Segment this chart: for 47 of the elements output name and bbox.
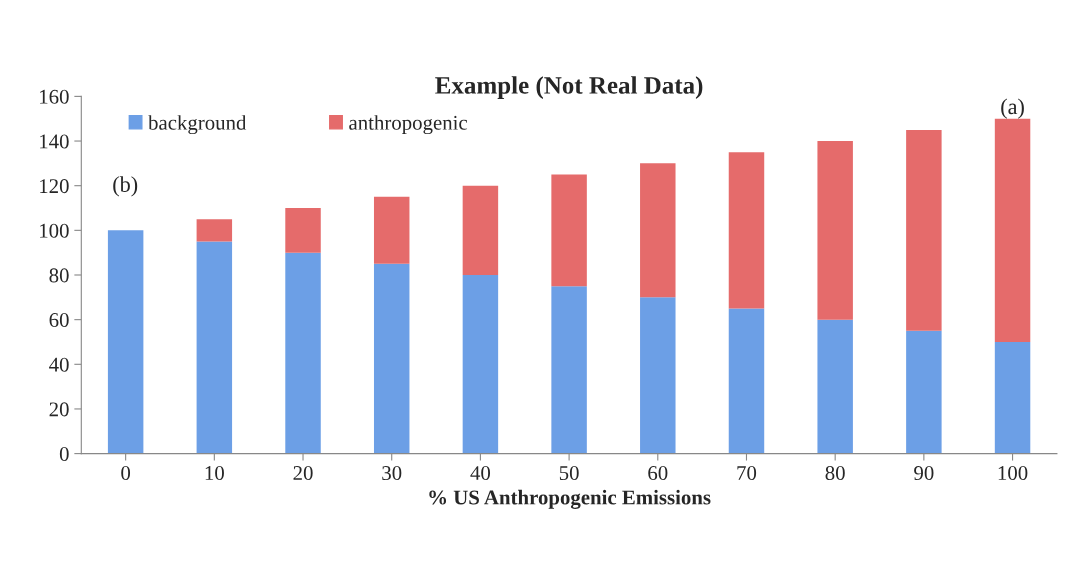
y-tick-label: 160 xyxy=(40,89,69,104)
y-tick-label: 40 xyxy=(49,357,69,372)
x-tick-label: 100 xyxy=(998,466,1028,481)
bar xyxy=(285,208,321,253)
x-tick-label: 60 xyxy=(648,466,668,481)
bar xyxy=(107,230,144,454)
bar xyxy=(906,129,942,331)
x-tick-label: 10 xyxy=(205,466,224,481)
x-tick-label: 30 xyxy=(382,466,402,481)
bar xyxy=(817,141,853,320)
bar xyxy=(462,185,499,275)
y-tick-label: 0 xyxy=(59,446,69,462)
bar xyxy=(728,308,765,454)
y-tick-label: 100 xyxy=(40,223,69,238)
y-tick-label: 80 xyxy=(49,268,69,283)
annotation: (b) xyxy=(113,176,138,197)
y-tick-label: 120 xyxy=(40,179,69,194)
bar xyxy=(373,263,410,454)
y-tick-label: 60 xyxy=(49,313,69,328)
legend-label: anthropogenic xyxy=(349,115,468,135)
chart-title: Example (Not Real Data) xyxy=(435,76,703,99)
x-tick-label: 40 xyxy=(470,466,491,481)
legend-label: background xyxy=(148,115,247,135)
bar xyxy=(551,174,587,287)
annotation: (a) xyxy=(1001,98,1024,119)
bar xyxy=(640,163,676,298)
bar xyxy=(994,118,1031,342)
bar xyxy=(640,297,676,454)
x-tick-label: 20 xyxy=(293,466,313,481)
x-tick-label: 50 xyxy=(559,466,579,481)
x-tick-label: 80 xyxy=(825,466,845,481)
bar xyxy=(551,286,587,454)
x-tick-label: 90 xyxy=(914,466,934,481)
bar xyxy=(196,241,233,454)
x-axis-title: % US Anthropogenic Emissions xyxy=(429,489,711,509)
y-tick-label: 20 xyxy=(49,402,69,417)
bar xyxy=(906,330,942,454)
bar xyxy=(462,275,499,454)
x-tick-label: 0 xyxy=(121,466,131,481)
bar xyxy=(728,152,765,309)
bar xyxy=(196,219,233,242)
y-tick-label: 140 xyxy=(40,134,69,149)
bar xyxy=(373,196,410,264)
bar xyxy=(285,252,321,454)
x-tick-label: 70 xyxy=(737,466,757,481)
bar xyxy=(817,319,853,454)
bar xyxy=(994,341,1031,454)
